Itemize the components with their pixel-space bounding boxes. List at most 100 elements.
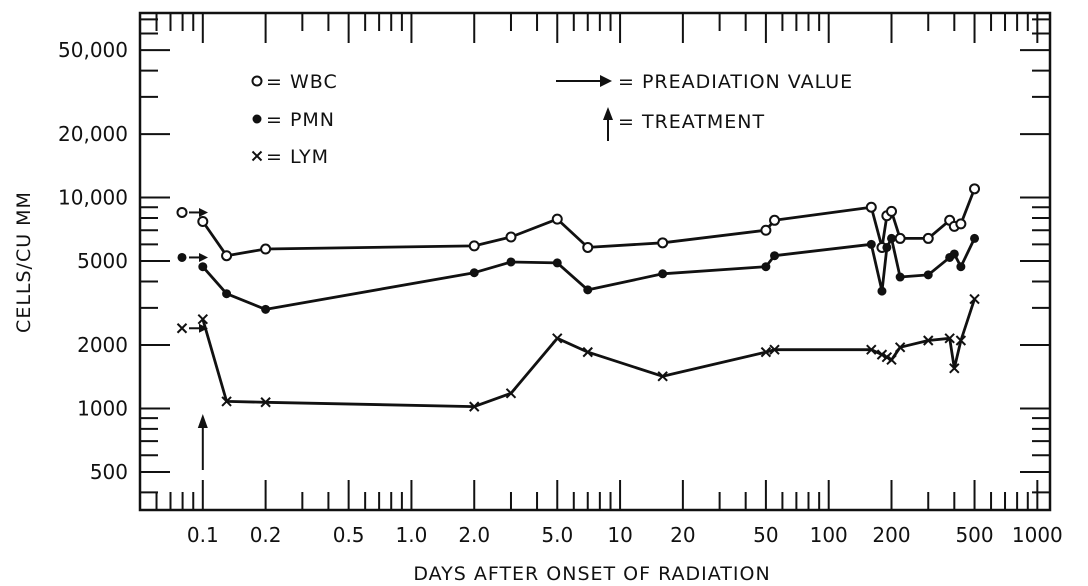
data-point-lym xyxy=(886,354,897,366)
data-point-lym xyxy=(657,371,668,382)
data-point-lym xyxy=(582,346,593,358)
x-marker-stroke xyxy=(552,333,563,344)
data-point-lym xyxy=(944,333,955,344)
x-marker-stroke xyxy=(657,371,668,382)
x-marker-stroke xyxy=(969,293,980,305)
x-marker-stroke xyxy=(176,323,188,334)
preradiation-point-lym xyxy=(176,323,188,334)
data-point-pmn xyxy=(770,251,780,261)
data-point-wbc xyxy=(894,232,906,244)
x-tick-label: 0.1 xyxy=(187,523,219,547)
x-tick-label: 0.2 xyxy=(250,523,282,547)
series-line-lym xyxy=(201,298,976,409)
y-tick-label: 10,000 xyxy=(58,186,128,210)
x-tick-label: 20 xyxy=(670,523,695,547)
x-marker-stroke xyxy=(876,349,888,360)
x-marker-stroke xyxy=(949,363,960,374)
data-point-wbc xyxy=(505,231,517,243)
data-point-wbc xyxy=(582,241,594,253)
y-tick-label: 1000 xyxy=(77,396,128,420)
x-marker-stroke xyxy=(886,354,897,366)
data-point-lym xyxy=(469,401,480,412)
data-point-lym xyxy=(260,397,271,408)
legend-right-arrow-head xyxy=(600,75,612,87)
x-tick-label: 1.0 xyxy=(396,523,428,547)
x-marker-stroke xyxy=(944,333,955,344)
x-marker-stroke xyxy=(866,344,877,355)
data-point-lym xyxy=(221,396,232,407)
data-point-wbc xyxy=(657,237,669,249)
data-point-lym xyxy=(955,335,967,346)
data-point-pmn xyxy=(923,270,933,280)
x-axis-title: DAYS AFTER ONSET OF RADIATION xyxy=(413,563,770,585)
x-marker-stroke xyxy=(760,346,772,358)
data-point-wbc xyxy=(760,224,772,236)
legend-label-lym: = LYM xyxy=(266,146,329,168)
data-point-lym xyxy=(923,335,934,346)
x-tick-label: 0.5 xyxy=(333,523,365,547)
data-point-wbc xyxy=(197,215,209,227)
data-point-pmn xyxy=(895,272,905,282)
data-point-pmn xyxy=(222,289,232,299)
x-tick-label: 100 xyxy=(810,523,848,547)
data-point-pmn xyxy=(469,268,479,278)
data-point-wbc xyxy=(769,214,781,226)
data-point-pmn xyxy=(506,257,516,267)
x-tick-label: 50 xyxy=(753,523,778,547)
data-point-pmn xyxy=(583,285,593,295)
legend-label-wbc: = WBC xyxy=(266,71,338,93)
data-point-pmn xyxy=(956,262,966,272)
x-marker-stroke xyxy=(894,342,906,353)
x-marker-stroke xyxy=(923,335,934,346)
legend-label-pmn: = PMN xyxy=(266,109,335,131)
data-point-pmn xyxy=(261,304,271,314)
data-point-wbc xyxy=(886,205,898,217)
y-tick-label: 2000 xyxy=(77,333,128,357)
x-tick-label: 1000 xyxy=(1012,523,1063,547)
data-point-pmn xyxy=(949,249,959,259)
data-point-lym xyxy=(760,346,772,358)
data-point-pmn xyxy=(552,258,562,268)
x-tick-label: 10 xyxy=(607,523,632,547)
data-point-pmn xyxy=(658,269,668,279)
data-point-wbc xyxy=(260,243,272,255)
data-point-lym xyxy=(197,313,209,325)
x-marker-stroke xyxy=(251,150,263,162)
y-tick-label: 500 xyxy=(90,460,128,484)
preradiation-arrow-head xyxy=(199,252,208,262)
data-point-pmn xyxy=(887,233,897,243)
data-point-pmn xyxy=(970,233,980,243)
treatment-arrow-head xyxy=(197,414,208,428)
x-marker-stroke xyxy=(881,351,893,363)
legend-up-arrow-head xyxy=(603,107,613,120)
x-marker-stroke xyxy=(505,388,517,399)
data-point-pmn xyxy=(866,239,876,249)
data-point-lym xyxy=(949,363,960,374)
data-point-pmn xyxy=(761,262,771,272)
y-tick-label: 5000 xyxy=(77,249,128,273)
data-point-wbc xyxy=(922,232,934,244)
x-marker-stroke xyxy=(582,346,593,358)
y-tick-label: 20,000 xyxy=(58,122,128,146)
data-point-pmn xyxy=(882,242,892,252)
data-point-wbc xyxy=(221,250,233,262)
annotation-treatment-label: = TREATMENT xyxy=(618,111,765,133)
data-point-lym xyxy=(769,344,780,355)
data-point-wbc xyxy=(551,213,563,225)
preradiation-arrow-head xyxy=(199,207,208,217)
y-axis-title: CELLS/CU MM xyxy=(13,191,35,333)
x-tick-label: 500 xyxy=(955,523,993,547)
legend-marker-lym xyxy=(251,150,263,162)
data-point-lym xyxy=(876,349,888,360)
legend-marker-wbc xyxy=(251,75,263,87)
x-marker-stroke xyxy=(955,335,967,346)
preradiation-point-wbc xyxy=(176,206,188,218)
data-point-pmn xyxy=(877,286,887,296)
x-marker-stroke xyxy=(769,344,780,355)
preradiation-point-pmn xyxy=(177,252,187,262)
series-line-pmn xyxy=(201,236,976,311)
data-point-lym xyxy=(866,344,877,355)
legend-marker-pmn xyxy=(252,114,262,124)
data-point-lym xyxy=(969,293,980,305)
